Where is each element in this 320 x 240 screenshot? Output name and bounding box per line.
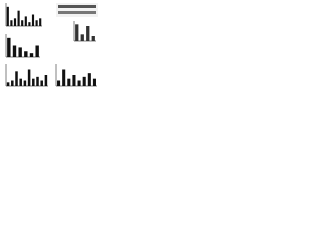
bar xyxy=(21,20,24,26)
bar xyxy=(35,20,38,26)
bar xyxy=(77,80,81,86)
bar xyxy=(23,80,27,86)
bar xyxy=(36,76,39,86)
bar xyxy=(7,37,11,57)
bar xyxy=(19,78,22,86)
bar xyxy=(12,45,17,57)
bar xyxy=(10,20,13,26)
bar xyxy=(92,78,96,86)
bar xyxy=(44,75,48,86)
blot-band xyxy=(58,5,96,8)
bar xyxy=(24,16,27,26)
bar xyxy=(87,73,91,86)
bar xyxy=(82,76,86,86)
bar xyxy=(75,24,79,41)
western-blot xyxy=(56,3,98,17)
bar xyxy=(31,14,35,26)
bar xyxy=(29,53,34,57)
bar xyxy=(39,18,42,26)
bar xyxy=(11,80,14,86)
bar xyxy=(18,47,22,57)
bar xyxy=(86,26,90,41)
bar xyxy=(40,80,43,86)
bar xyxy=(35,45,39,57)
bar xyxy=(57,80,61,86)
figure xyxy=(5,3,98,87)
blot-band xyxy=(58,11,96,14)
bar xyxy=(15,71,18,86)
bar xyxy=(67,78,71,86)
bar xyxy=(27,69,31,86)
bar xyxy=(32,78,35,86)
bar xyxy=(80,34,84,41)
bar xyxy=(28,22,31,26)
bar xyxy=(13,18,17,26)
bar xyxy=(17,10,20,26)
bar xyxy=(91,36,95,41)
bar xyxy=(72,75,76,86)
bar xyxy=(6,6,9,26)
bar xyxy=(62,69,66,86)
page: (() => { const data = JSON.parse(documen… xyxy=(0,0,320,91)
bar xyxy=(6,82,10,86)
bar xyxy=(24,51,28,57)
